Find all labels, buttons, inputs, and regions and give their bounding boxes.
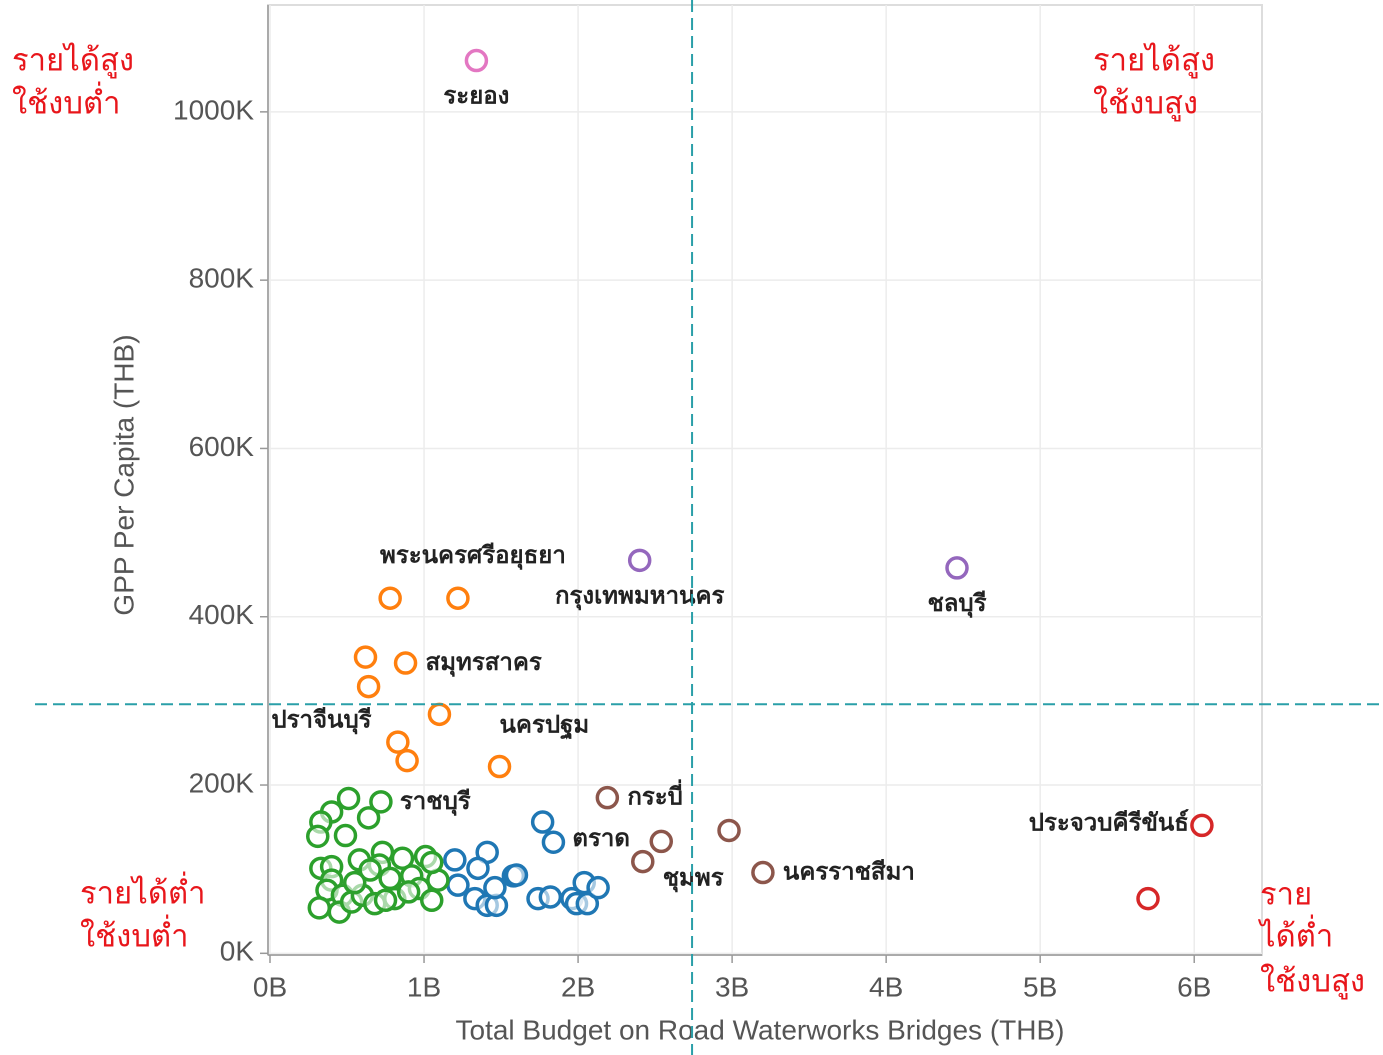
point-label: ปราจีนบุรี — [271, 706, 371, 736]
plot-background — [260, 4, 1263, 963]
point — [356, 674, 381, 699]
point — [393, 651, 418, 675]
point-label: ราชบุรี — [400, 787, 471, 817]
point — [307, 896, 332, 920]
y-tick-label: 400K — [189, 599, 255, 630]
point — [649, 829, 674, 854]
point — [945, 556, 969, 580]
point-label: นครปฐม — [500, 711, 590, 741]
point — [390, 846, 415, 870]
quadrant-label: รายได้ต่ำ — [80, 872, 205, 912]
point — [306, 824, 330, 849]
x-tick-label: 4B — [869, 971, 903, 1002]
point — [396, 880, 421, 904]
point — [378, 586, 402, 610]
series — [464, 48, 489, 73]
point-label: พระนครศรีอยุธยา — [380, 541, 566, 571]
point — [1190, 813, 1214, 838]
series — [627, 548, 969, 580]
point — [342, 870, 367, 895]
point — [483, 875, 507, 900]
point-label: นครราชสีมา — [783, 858, 915, 886]
y-tick-label: 800K — [189, 263, 255, 294]
point — [541, 830, 566, 854]
point — [358, 858, 382, 882]
y-tick-label: 1000K — [173, 94, 254, 125]
point — [530, 810, 555, 834]
point — [395, 748, 419, 773]
point — [446, 586, 470, 610]
quadrant-label: ได้ต่ำ — [1257, 915, 1333, 955]
x-tick-label: 0B — [253, 971, 287, 1002]
point — [504, 863, 529, 887]
x-tick-label: 1B — [407, 971, 441, 1002]
series — [595, 785, 775, 885]
quadrant-label: ราย — [1260, 877, 1312, 913]
quadrant-label: ใช้งบสูง — [1093, 86, 1198, 122]
quadrant-label: ใช้งบสูง — [1260, 964, 1365, 1000]
x-tick-label: 3B — [715, 971, 749, 1002]
point-label: ชลบุรี — [927, 589, 986, 619]
point-label: สมุทรสาคร — [426, 648, 542, 678]
y-axis-title: GPP Per Capita (THB) — [108, 334, 139, 615]
point — [717, 818, 741, 843]
point — [336, 786, 361, 811]
point-label: ตราด — [572, 824, 630, 852]
quadrant-label: รายได้สูง — [12, 43, 134, 79]
point — [369, 790, 393, 814]
x-tick-label: 2B — [561, 971, 595, 1002]
x-axis-title: Total Budget on Road Waterworks Bridges … — [456, 1014, 1065, 1045]
point-label: กรุงเทพมหานคร — [555, 581, 725, 611]
point — [378, 866, 402, 891]
series — [1136, 813, 1214, 911]
point — [464, 48, 489, 73]
point — [353, 645, 378, 669]
point-label: กระบี่ — [627, 779, 683, 811]
point — [333, 823, 358, 848]
series — [306, 786, 450, 924]
point-label: ชุมพร — [663, 864, 724, 894]
quadrant-label: รายได้สูง — [1093, 43, 1215, 79]
point — [373, 888, 398, 913]
x-tick-label: 6B — [1177, 971, 1211, 1002]
point — [386, 730, 410, 754]
quadrant-label: ใช้งบต่ำ — [12, 82, 121, 122]
point — [356, 806, 381, 830]
y-tick-label: 200K — [189, 767, 255, 798]
point — [419, 888, 444, 913]
point — [443, 848, 467, 872]
point — [446, 873, 470, 897]
point — [487, 754, 512, 779]
point — [751, 860, 775, 885]
quadrant-label: ใช้งบต่ำ — [80, 915, 189, 955]
point — [631, 849, 655, 874]
point — [575, 891, 600, 916]
quadrant-labels: รายได้สูง ใช้งบต่ำ รายได้สูง ใช้งบสูง รา… — [12, 43, 1365, 1000]
point — [466, 856, 490, 881]
point-label: ประจวบคีรีขันธ์ — [1029, 808, 1189, 836]
y-tick-label: 600K — [189, 431, 255, 462]
point-label: ระยอง — [443, 82, 509, 110]
point — [1136, 886, 1160, 911]
x-tick-label: 5B — [1023, 971, 1057, 1002]
point — [627, 548, 652, 573]
y-tick-label: 0K — [220, 936, 255, 967]
point — [419, 850, 444, 875]
point — [595, 785, 620, 810]
point — [538, 885, 563, 909]
series — [443, 810, 610, 918]
point — [586, 875, 610, 900]
point — [427, 702, 452, 727]
